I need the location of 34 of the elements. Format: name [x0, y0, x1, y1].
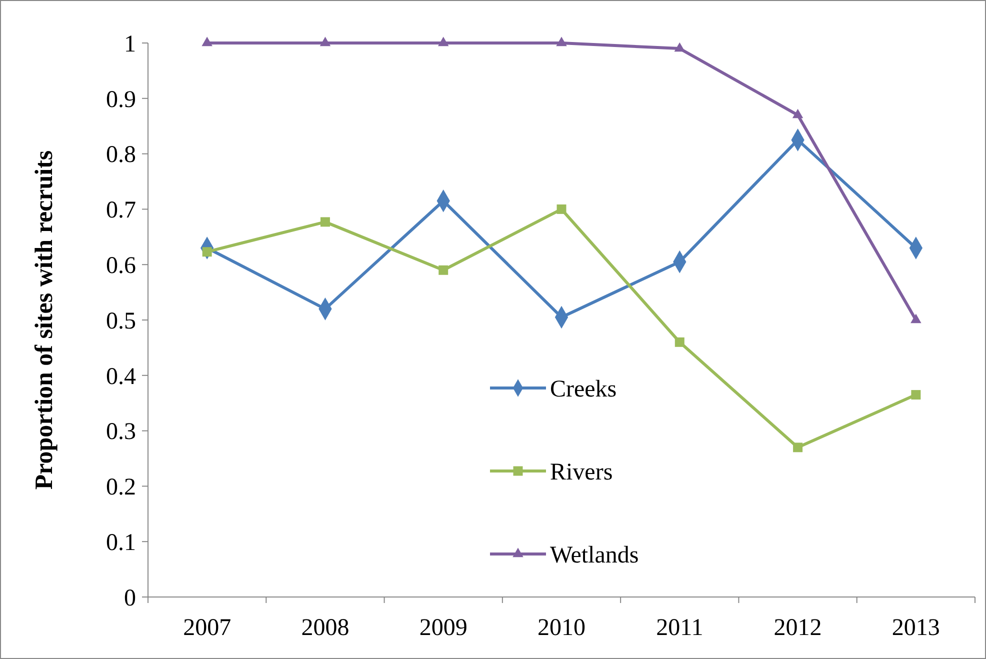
y-tick-label: 0.7 [106, 198, 136, 224]
x-tick-label: 2012 [774, 615, 822, 641]
point [674, 42, 686, 52]
point [674, 337, 684, 347]
x-tick-label: 2010 [538, 615, 586, 641]
point [438, 265, 448, 275]
point [438, 36, 449, 46]
y-tick-label: 0.2 [106, 474, 136, 501]
point [556, 36, 567, 46]
y-tick-label: 0.8 [106, 142, 136, 168]
legend-label: Rivers [550, 459, 613, 486]
legend-label: Creeks [550, 376, 617, 402]
x-tick-label: 2009 [419, 615, 468, 641]
y-tick-label: 0.3 [106, 419, 136, 446]
x-tick-label: 2013 [892, 615, 940, 641]
point [320, 36, 331, 46]
x-tick-label: 2011 [656, 615, 704, 641]
y-tick-label: 0.6 [106, 253, 136, 279]
legend-label: Wetlands [550, 542, 639, 568]
point [792, 108, 804, 118]
y-tick-label: 0.1 [106, 530, 136, 556]
point [556, 204, 566, 214]
y-tick-label: 0.5 [106, 308, 136, 334]
point [793, 442, 803, 452]
y-tick-label: 0.4 [106, 364, 136, 390]
point [320, 217, 330, 227]
y-tick-label: 1 [124, 31, 136, 58]
y-axis-title: Proportion of sites with recruits [31, 150, 58, 490]
x-tick-label: 2008 [301, 615, 350, 641]
y-tick-label: 0 [124, 585, 136, 612]
y-tick-label: 0.9 [106, 86, 136, 113]
point [911, 390, 921, 400]
point [202, 36, 212, 46]
x-tick-label: 2007 [183, 615, 232, 641]
